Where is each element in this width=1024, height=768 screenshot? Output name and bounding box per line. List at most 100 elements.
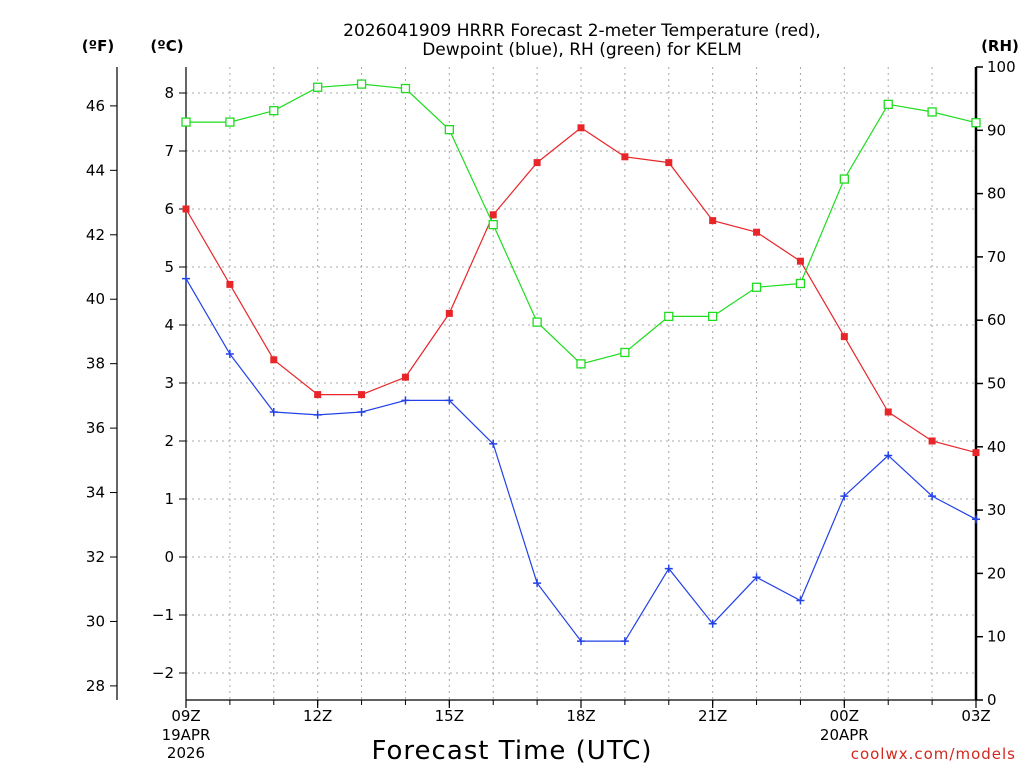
2-meter-temperature-point [972, 449, 980, 457]
relative-humidity-point [971, 118, 981, 128]
dewpoint-point [225, 350, 234, 358]
2-meter-temperature-point [314, 391, 322, 399]
dewpoint-point [577, 637, 585, 646]
celsius-tick-label: 7 [164, 142, 174, 160]
relative-humidity-point [532, 317, 542, 327]
fahrenheit-tick-label: 28 [86, 677, 105, 695]
fahrenheit-tick-label: 32 [86, 548, 105, 566]
axes: 876543210−1−2464442403836343230281009080… [86, 58, 1016, 762]
celsius-tick-label: 5 [164, 258, 174, 276]
rh-unit-label: (RH) [981, 37, 1019, 55]
celsius-tick-label: −1 [152, 606, 174, 624]
relative-humidity-point [269, 106, 279, 116]
dewpoint-point [884, 451, 893, 460]
2-meter-temperature-point [445, 309, 453, 317]
2-meter-temperature-point [709, 217, 717, 225]
2-meter-temperature-point [840, 333, 848, 341]
relative-humidity-point [488, 219, 498, 230]
relative-humidity-point [444, 125, 454, 135]
2-meter-temperature-point [533, 159, 541, 167]
dewpoint-point [708, 619, 717, 628]
relative-humidity-point [356, 79, 367, 89]
chart-title-line2: Dewpoint (blue), RH (green) for KELM [422, 40, 742, 60]
celsius-tick-label: 4 [164, 316, 174, 334]
2-meter-temperature-point [928, 437, 936, 445]
dewpoint-point [752, 573, 761, 582]
x-tick-label: 09Z [171, 707, 200, 725]
x-tick-date-label: 20APR [820, 726, 869, 744]
fahrenheit-tick-label: 34 [86, 484, 105, 502]
relative-humidity-point [181, 117, 191, 127]
relative-humidity-point [400, 83, 411, 94]
x-tick-year-label: 2026 [167, 744, 205, 762]
rh-tick-label: 10 [987, 628, 1006, 646]
x-tick-label: 18Z [566, 707, 595, 725]
2-meter-temperature-point [665, 159, 673, 167]
dewpoint-point [401, 396, 410, 405]
fahrenheit-tick-label: 42 [86, 226, 105, 244]
celsius-tick-label: 6 [164, 200, 174, 218]
2-meter-temperature-point [753, 228, 761, 236]
relative-humidity-point [751, 282, 762, 292]
dewpoint-point [269, 408, 278, 416]
rh-tick-label: 20 [987, 564, 1006, 582]
rh-tick-label: 40 [987, 438, 1006, 456]
2-meter-temperature-point [489, 211, 497, 219]
2-meter-temperature-point [796, 257, 804, 265]
celsius-tick-label: 8 [164, 84, 174, 102]
rh-tick-label: 60 [987, 311, 1006, 329]
rh-tick-label: 50 [987, 375, 1006, 393]
fahrenheit-tick-label: 46 [86, 97, 105, 115]
x-tick-label: 12Z [303, 707, 332, 725]
2-meter-temperature-point [358, 391, 366, 399]
celsius-tick-label: 3 [164, 374, 174, 392]
2-meter-temperature-point [182, 205, 190, 213]
relative-humidity-point [576, 359, 586, 369]
rh-tick-label: 30 [987, 501, 1006, 519]
rh-tick-label: 90 [987, 121, 1006, 139]
2-meter-temperature-point [401, 373, 409, 381]
relative-humidity-point [883, 99, 893, 109]
fahrenheit-tick-label: 44 [86, 161, 105, 179]
dewpoint-point [313, 410, 322, 419]
rh-tick-label: 0 [987, 691, 997, 709]
celsius-tick-label: 2 [164, 432, 174, 450]
2-meter-temperature-point [270, 356, 278, 364]
credit-text: coolwx.com/models [851, 745, 1016, 763]
relative-humidity-point [664, 311, 674, 322]
x-tick-label: 15Z [435, 707, 464, 725]
relative-humidity-point [620, 347, 630, 358]
x-tick-date-label: 19APR [162, 726, 211, 744]
fahrenheit-unit-label: (ºF) [82, 37, 114, 55]
dewpoint-point [796, 596, 805, 605]
celsius-tick-label: −2 [152, 664, 174, 682]
dewpoint-point [182, 274, 190, 283]
celsius-tick-label: 0 [164, 548, 174, 566]
relative-humidity-point [225, 117, 235, 127]
dewpoint-point [840, 492, 849, 501]
x-tick-label: 00Z [830, 707, 859, 725]
fahrenheit-tick-label: 40 [86, 290, 105, 308]
fahrenheit-tick-label: 36 [86, 419, 105, 437]
dewpoint-point [357, 408, 366, 416]
rh-tick-label: 80 [987, 185, 1006, 203]
celsius-tick-label: 1 [164, 490, 174, 508]
rh-tick-label: 100 [987, 58, 1016, 76]
dewpoint-point [620, 637, 629, 646]
dewpoint-point [928, 492, 937, 501]
series [181, 79, 981, 646]
relative-humidity-point [708, 311, 718, 322]
2-meter-temperature-point [621, 153, 629, 161]
relative-humidity-point [795, 278, 806, 289]
dewpoint-point [664, 564, 673, 573]
relative-humidity-point [839, 174, 849, 184]
celsius-unit-label: (ºC) [150, 37, 183, 55]
2-meter-temperature-point [577, 124, 585, 132]
dewpoint-point [533, 579, 542, 588]
2-meter-temperature-point [884, 408, 892, 416]
dewpoint-point [489, 439, 498, 448]
fahrenheit-tick-label: 30 [86, 612, 105, 630]
rh-tick-label: 70 [987, 248, 1006, 266]
x-tick-label: 03Z [961, 707, 990, 725]
